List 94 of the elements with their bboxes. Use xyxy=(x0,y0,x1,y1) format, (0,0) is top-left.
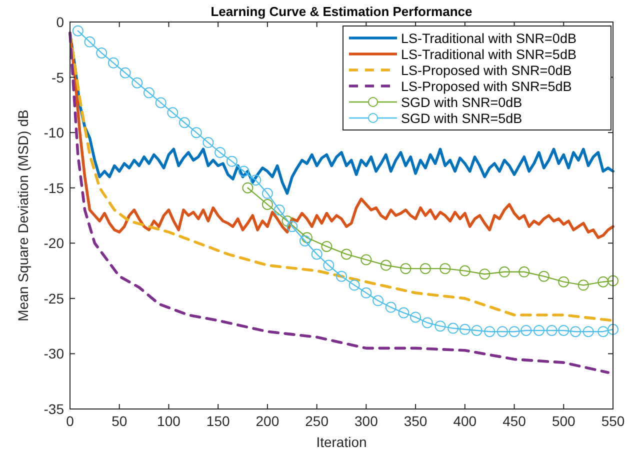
point xyxy=(311,248,322,260)
point xyxy=(578,280,589,291)
point xyxy=(242,182,254,194)
point xyxy=(385,302,396,313)
point xyxy=(558,276,570,288)
x-tick-label: 300 xyxy=(354,413,378,429)
point xyxy=(96,47,108,58)
x-tick-label: 550 xyxy=(601,413,625,429)
point xyxy=(214,146,226,158)
point xyxy=(582,326,594,338)
point xyxy=(471,324,482,336)
point xyxy=(448,322,459,334)
point xyxy=(282,216,293,227)
point xyxy=(398,307,410,318)
x-tick-label: 100 xyxy=(157,413,181,429)
point xyxy=(422,317,433,328)
point xyxy=(546,324,558,336)
legend-label: LS-Proposed with SNR=5dB xyxy=(401,79,572,94)
point xyxy=(608,324,618,335)
point xyxy=(132,77,143,88)
x-axis-title: Iteration xyxy=(316,434,367,450)
point xyxy=(143,87,154,98)
point xyxy=(598,326,609,338)
legend-label: SGD with SNR=5dB xyxy=(401,111,522,126)
point xyxy=(179,117,190,128)
point xyxy=(484,326,496,338)
point xyxy=(360,254,372,266)
y-tick-label: -25 xyxy=(44,290,64,306)
point xyxy=(518,266,530,278)
x-tick-label: 450 xyxy=(502,413,526,429)
x-tick-label: 200 xyxy=(256,413,280,429)
x-tick-label: 350 xyxy=(404,413,428,429)
point xyxy=(286,221,298,232)
legend-label: SGD with SNR=0dB xyxy=(401,95,522,110)
y-tick-label: -30 xyxy=(44,346,64,362)
point xyxy=(202,137,214,148)
y-tick-label: -35 xyxy=(44,401,64,417)
x-tick-label: 0 xyxy=(66,413,74,429)
point xyxy=(459,324,470,335)
point xyxy=(520,324,532,336)
y-tick-label: -20 xyxy=(44,235,64,252)
legend-label: LS-Traditional with SNR=0dB xyxy=(401,31,576,46)
point xyxy=(434,320,446,332)
point xyxy=(533,324,544,336)
y-tick-label: -15 xyxy=(44,180,64,196)
point xyxy=(120,67,131,78)
point xyxy=(340,248,352,260)
point xyxy=(538,270,550,282)
point xyxy=(380,260,392,271)
point xyxy=(323,260,334,271)
point xyxy=(299,235,310,246)
point xyxy=(274,204,285,216)
point xyxy=(410,312,422,323)
point xyxy=(226,156,238,167)
point xyxy=(459,265,470,276)
point xyxy=(598,276,609,288)
point xyxy=(190,127,202,138)
point xyxy=(570,326,581,338)
point xyxy=(372,295,384,306)
chart-title: Learning Curve & Estimation Performance xyxy=(210,4,472,19)
point xyxy=(108,57,119,68)
point xyxy=(301,232,312,244)
y-axis-title: Mean Square Deviation (MSD) dB xyxy=(15,110,31,322)
point xyxy=(498,266,510,278)
point xyxy=(508,326,520,338)
y-tick-label: -5 xyxy=(52,69,64,86)
y-tick-label: -10 xyxy=(44,124,64,141)
point xyxy=(262,198,273,210)
point xyxy=(348,280,360,291)
x-tick-label: 150 xyxy=(206,413,230,429)
point xyxy=(238,166,250,177)
point xyxy=(84,36,96,48)
point xyxy=(262,188,273,199)
point xyxy=(400,263,412,274)
point xyxy=(167,107,178,118)
point xyxy=(558,324,570,336)
x-tick-label: 400 xyxy=(453,413,477,429)
point xyxy=(72,25,84,36)
point xyxy=(336,270,347,282)
x-tick-label: 50 xyxy=(112,413,128,429)
point xyxy=(155,97,166,108)
point xyxy=(250,174,262,186)
y-tick-label: 0 xyxy=(56,14,64,30)
point xyxy=(420,263,431,274)
point xyxy=(360,287,372,298)
x-tick-label: 250 xyxy=(305,413,329,429)
legend-label: LS-Traditional with SNR=5dB xyxy=(401,47,576,62)
point xyxy=(440,263,451,274)
point xyxy=(479,268,490,280)
point xyxy=(496,326,508,338)
point xyxy=(321,240,332,252)
x-tick-label: 500 xyxy=(552,413,576,429)
point xyxy=(608,275,618,286)
legend-label: LS-Proposed with SNR=0dB xyxy=(401,63,572,78)
